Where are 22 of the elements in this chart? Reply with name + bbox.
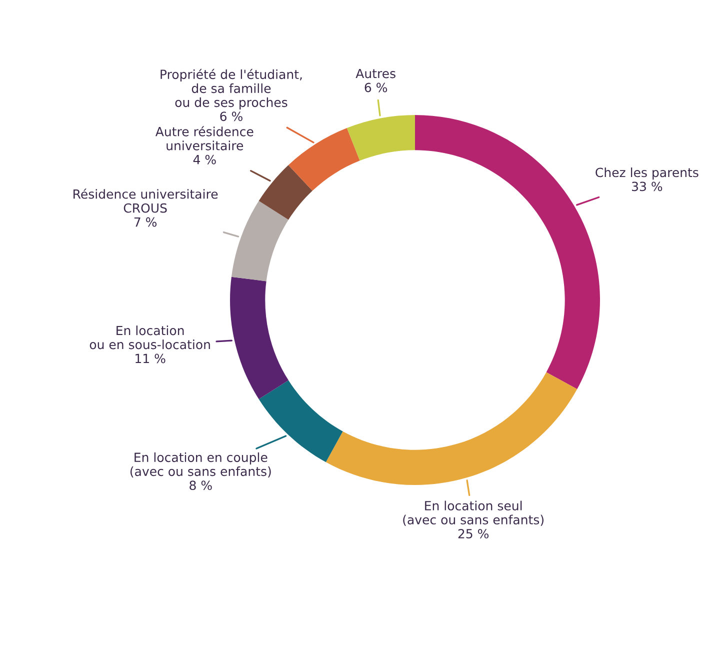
slice-label: En location seul (avec ou sans enfants)	[403, 500, 544, 526]
donut-slice	[231, 200, 288, 282]
data-label: 11 %	[136, 354, 166, 364]
slice-label: Autres	[356, 68, 396, 78]
slice-label: Résidence universitaire CROUS	[74, 188, 218, 213]
data-label: 25 %	[458, 528, 489, 538]
donut-slice	[288, 128, 360, 191]
data-label: 6 %	[220, 112, 242, 122]
donut-slice	[326, 372, 578, 485]
data-label: 7 %	[134, 217, 157, 227]
slice-label: Chez les parents	[596, 167, 698, 180]
data-label: 33 %	[632, 182, 662, 192]
slice-label: En location en couple (avec ou sans enfants)	[130, 452, 271, 478]
slice-label: En location ou en sous-location	[90, 326, 210, 350]
data-label: 6 %	[364, 82, 388, 92]
slice-label: Propriété de l'étudiant, de sa famille ou de ses proches	[160, 68, 302, 110]
data-label: 4 %	[193, 154, 216, 164]
donut-slice	[230, 276, 288, 400]
data-label: 8 %	[190, 480, 212, 490]
donut-slice	[346, 115, 415, 161]
slice-label: Autre résidence universitaire	[155, 126, 254, 150]
donut-slice	[258, 165, 312, 220]
